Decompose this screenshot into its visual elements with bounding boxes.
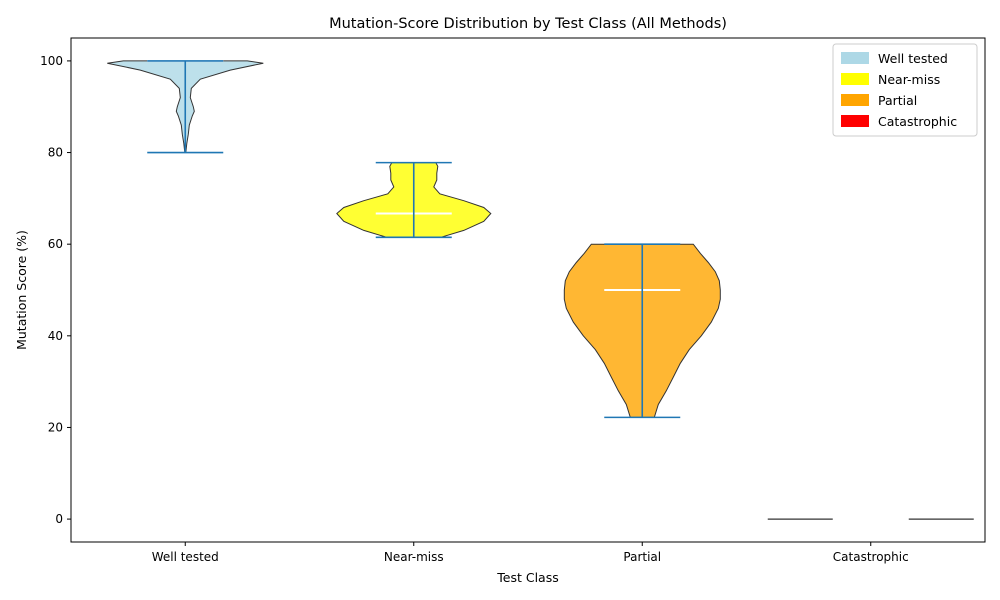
violins-layer (107, 59, 974, 521)
legend-box (832, 43, 978, 137)
y-tick-label: 40 (48, 329, 63, 343)
chart-title: Mutation-Score Distribution by Test Clas… (329, 16, 727, 32)
x-tick-label: Catastrophic (833, 550, 909, 564)
legend-label: Near-miss (878, 72, 940, 87)
legend-label: Catastrophic (878, 114, 957, 129)
y-tick-label: 20 (48, 420, 63, 434)
legend-swatch (841, 94, 869, 106)
y-tick-label: 80 (48, 146, 63, 160)
x-tick-label: Well tested (152, 550, 219, 564)
x-tick-label: Partial (623, 550, 661, 564)
y-tick-label: 100 (40, 54, 63, 68)
legend-swatch (841, 73, 869, 85)
violin-group (336, 161, 492, 239)
x-axis-label: Test Class (496, 570, 558, 585)
plot-frame (70, 37, 986, 543)
violin-group (563, 243, 721, 419)
y-tick-label: 60 (48, 237, 63, 251)
violin-group (107, 59, 264, 154)
y-axis-label: Mutation Score (%) (14, 230, 29, 350)
x-axis: Well tested Near-miss Partial Catastrophic (152, 542, 909, 564)
legend-swatch (841, 115, 869, 127)
y-axis: 0 20 40 60 80 100 (40, 54, 71, 526)
legend-swatch (841, 52, 869, 64)
y-tick-label: 0 (55, 512, 63, 526)
legend: Well tested Near-miss Partial Catastrophic (832, 43, 978, 137)
x-tick-label: Near-miss (384, 550, 444, 564)
legend-label: Well tested (878, 51, 948, 66)
legend-label: Partial (878, 93, 917, 108)
